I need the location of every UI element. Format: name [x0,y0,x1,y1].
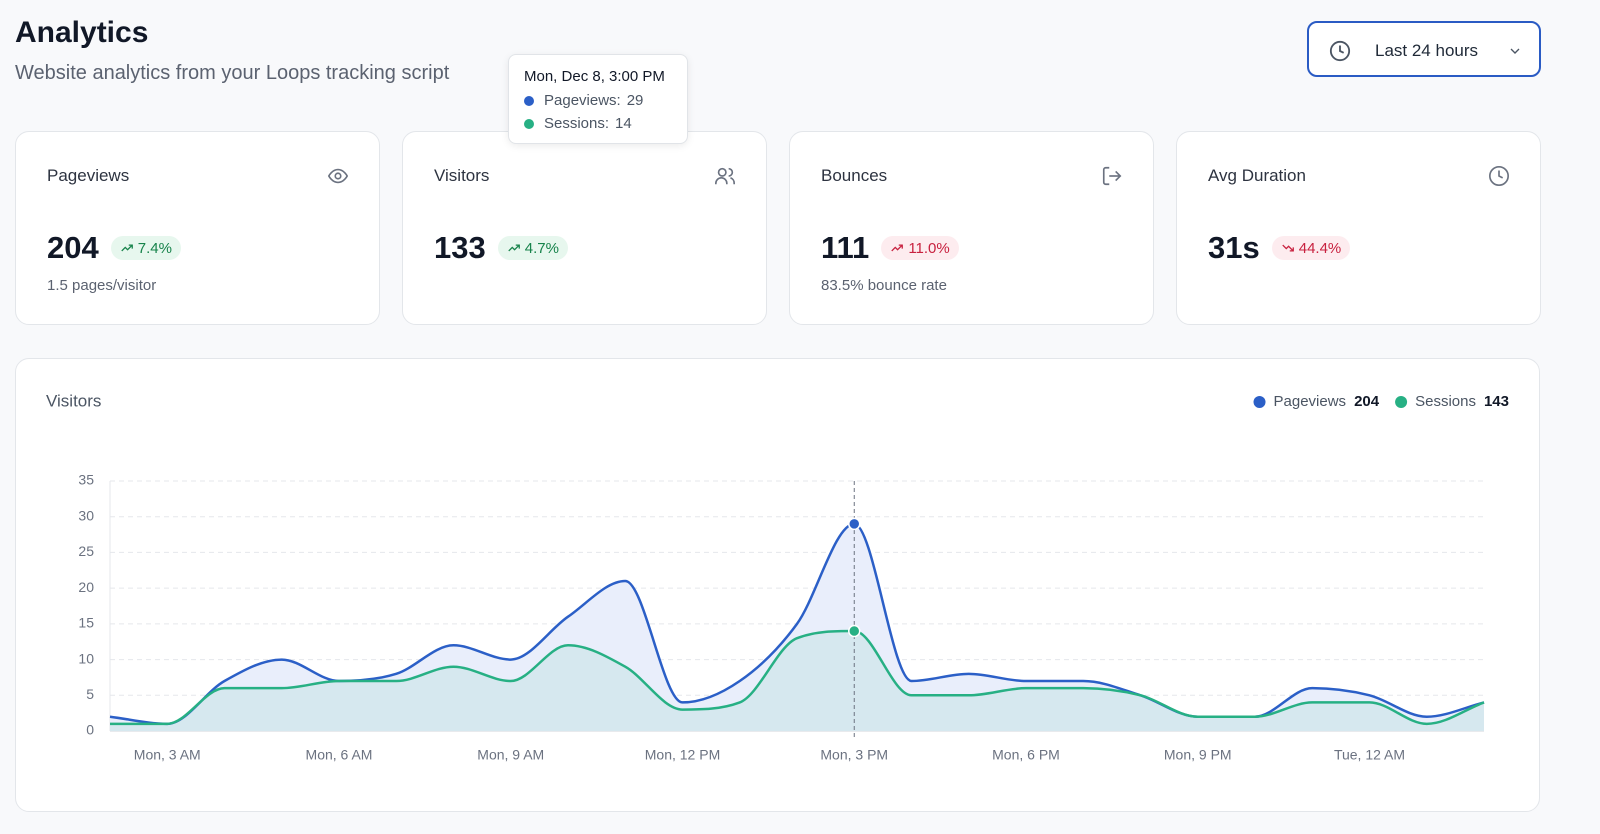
legend-label: Sessions [1415,393,1476,410]
x-tick-label: Mon, 6 AM [306,747,373,763]
tooltip-value: 14 [615,115,632,132]
card-note: 83.5% bounce rate [821,277,947,294]
y-tick-label: 10 [78,650,94,666]
x-tick-label: Mon, 3 AM [134,747,201,763]
stat-card: Visitors 133 4.7% [402,131,767,325]
tooltip: Mon, Dec 8, 3:00 PM Pageviews: 29 Session… [508,54,688,144]
range-dropdown[interactable]: Last 24 hours [1307,21,1541,77]
trend-icon [508,244,520,252]
exit-icon [1102,166,1122,186]
chevron-icon [1510,48,1520,54]
trend-icon [891,244,904,252]
tooltip-dot [524,118,534,129]
x-tick-label: Mon, 9 AM [477,747,544,763]
tooltip-title: Mon, Dec 8, 3:00 PM [524,68,665,85]
series-line [109,629,1485,726]
tooltip-dot [524,95,534,106]
y-tick-label: 30 [78,507,94,523]
change-badge: 11.0% [881,236,959,260]
card-value: 133 [434,230,486,265]
card-label: Visitors [434,166,490,185]
tooltip-value: 29 [626,92,644,109]
x-tick-label: Mon, 12 PM [645,747,720,763]
trend-icon [1282,244,1294,252]
stat-card: Avg Duration 31s 44.4% [1176,131,1541,325]
change-badge: 44.4% [1271,236,1351,260]
change-badge: 7.4% [110,236,181,260]
range-label: Last 24 hours [1375,41,1479,60]
change-text: 7.4% [137,239,172,257]
page-subtitle: Website analytics from your Loops tracki… [15,62,450,84]
clock-icon [1489,166,1509,186]
card-value: 31s [1208,230,1260,265]
users-icon [715,167,735,185]
tooltip-row: Pageviews: 29 [524,92,643,109]
legend-label: Pageviews [1274,393,1347,410]
change-text: 44.4% [1298,239,1342,257]
chart-title: Visitors [46,391,101,410]
change-badge: 4.7% [497,236,568,260]
card-label: Bounces [821,166,888,185]
trend-icon [121,244,133,252]
legend-dot [1253,396,1266,408]
legend-total: 143 [1484,393,1509,410]
eye-icon [327,168,349,184]
stat-card: Pageviews 204 7.4% 1.5 pages/visitor [15,131,380,325]
tooltip-row: Sessions: 14 [524,115,632,132]
tooltip-label: Pageviews: [544,92,621,109]
card-label: Pageviews [47,166,130,185]
page-title: Analytics [15,16,149,49]
tooltip-label: Sessions: [544,115,610,132]
card-note: 1.5 pages/visitor [47,277,157,294]
x-tick-label: Mon, 9 PM [1164,747,1232,763]
card-value: 111 [821,230,870,265]
x-tick-label: Mon, 6 PM [992,747,1060,763]
change-text: 11.0% [908,239,950,257]
y-tick-label: 15 [78,615,94,631]
x-tick-label: Mon, 3 PM [820,747,888,763]
chart-card [15,358,1540,812]
y-tick-label: 25 [78,543,94,559]
x-tick-label: Tue, 12 AM [1334,747,1405,763]
clock-icon [1329,40,1351,62]
card-label: Avg Duration [1208,166,1306,185]
card-value: 204 [47,230,99,265]
legend-dot [1395,396,1408,408]
hover-point [848,517,861,531]
y-tick-label: 5 [86,686,94,702]
change-text: 4.7% [524,239,559,257]
stat-card: Bounces 111 11.0% 83.5% bounce rate [789,131,1154,325]
y-tick-label: 0 [86,722,94,738]
y-tick-label: 20 [78,579,94,595]
y-tick-label: 35 [78,472,94,488]
hover-point [848,624,861,638]
legend-total: 204 [1354,393,1380,410]
series-area [110,631,1484,731]
